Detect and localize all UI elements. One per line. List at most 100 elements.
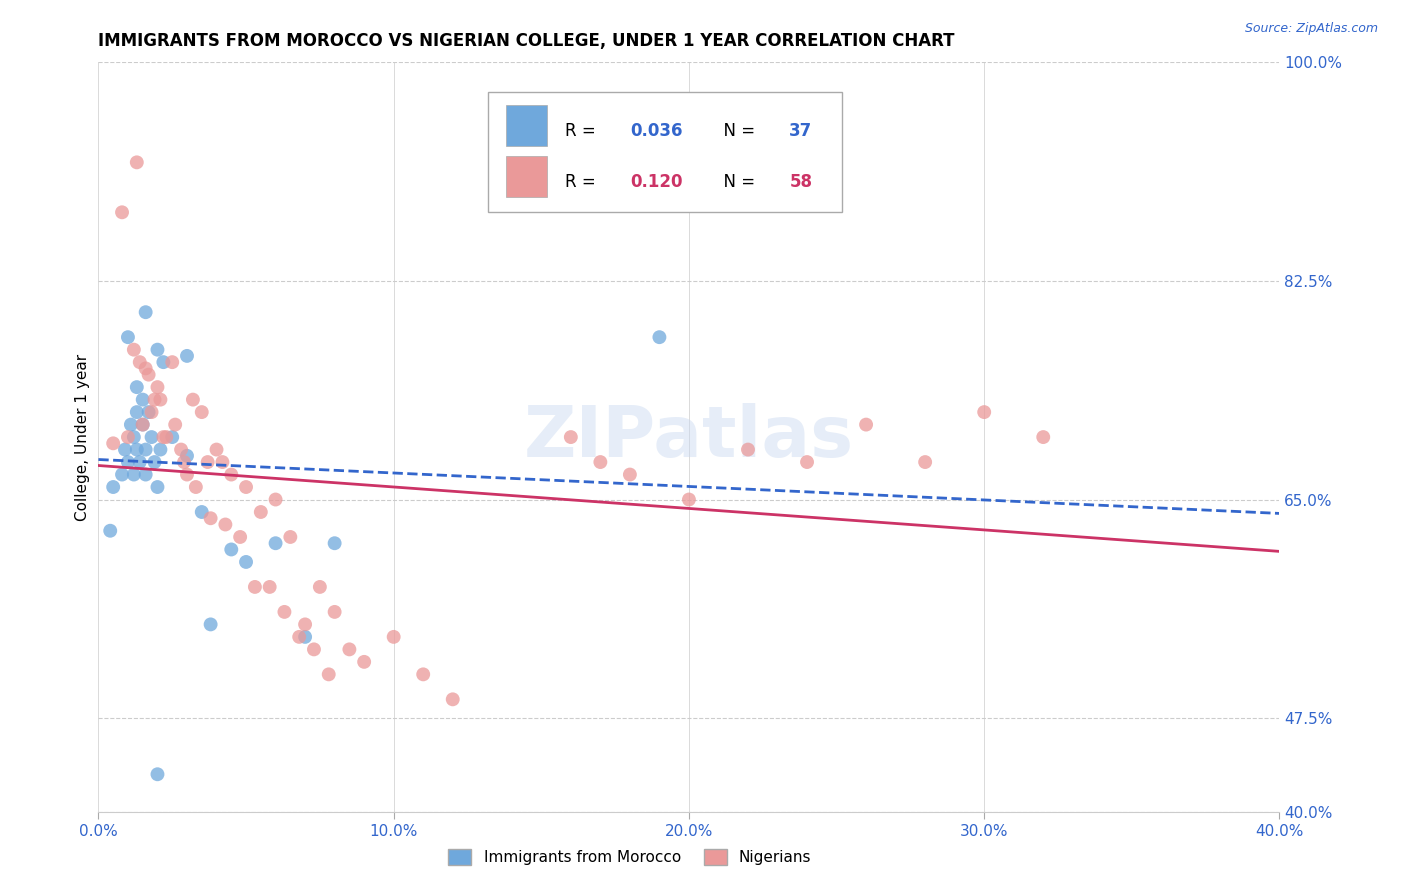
Point [211, 455, 233, 469]
Point [111, 205, 134, 219]
FancyBboxPatch shape [506, 156, 547, 197]
Point [353, 655, 375, 669]
Point [162, 430, 183, 444]
Text: ZIPatlas: ZIPatlas [524, 402, 853, 472]
Point [589, 455, 612, 469]
Point [155, 430, 177, 444]
Point [117, 330, 139, 344]
Point [135, 305, 157, 319]
Point [309, 580, 332, 594]
Point [125, 405, 148, 419]
Point [141, 405, 163, 419]
Point [162, 355, 183, 369]
Point [149, 392, 172, 407]
Point [132, 392, 155, 407]
Point [339, 642, 361, 657]
Point [122, 467, 145, 482]
Legend: Immigrants from Morocco, Nigerians: Immigrants from Morocco, Nigerians [443, 843, 817, 871]
Point [914, 455, 936, 469]
Point [146, 767, 169, 781]
Point [197, 455, 219, 469]
Text: N =: N = [713, 122, 759, 140]
Point [181, 392, 204, 407]
Text: R =: R = [565, 122, 600, 140]
Point [264, 492, 287, 507]
Point [205, 442, 228, 457]
Point [250, 505, 273, 519]
Point [114, 442, 136, 457]
Point [737, 442, 759, 457]
Point [143, 392, 166, 407]
Point [103, 436, 125, 450]
Point [128, 355, 150, 369]
Point [143, 455, 166, 469]
Point [120, 417, 142, 432]
Point [122, 430, 145, 444]
Point [221, 542, 243, 557]
FancyBboxPatch shape [506, 105, 547, 146]
Point [98, 524, 121, 538]
Point [235, 555, 257, 569]
Text: R =: R = [565, 173, 600, 191]
Point [141, 430, 163, 444]
Point [323, 605, 346, 619]
Point [796, 455, 818, 469]
Point [138, 368, 160, 382]
Point [200, 617, 222, 632]
Point [176, 349, 198, 363]
Text: N =: N = [713, 173, 759, 191]
Point [132, 417, 155, 432]
Point [135, 442, 157, 457]
Point [280, 530, 302, 544]
Point [382, 630, 405, 644]
Point [152, 430, 174, 444]
Point [619, 467, 641, 482]
Point [200, 511, 222, 525]
Point [149, 442, 172, 457]
Point [294, 617, 316, 632]
Point [191, 505, 214, 519]
Point [302, 642, 325, 657]
Text: IMMIGRANTS FROM MOROCCO VS NIGERIAN COLLEGE, UNDER 1 YEAR CORRELATION CHART: IMMIGRANTS FROM MOROCCO VS NIGERIAN COLL… [98, 32, 955, 50]
Point [111, 467, 134, 482]
Point [229, 530, 252, 544]
Point [264, 536, 287, 550]
Point [235, 480, 257, 494]
Point [678, 492, 700, 507]
Text: 0.120: 0.120 [630, 173, 682, 191]
Point [441, 692, 464, 706]
Point [318, 667, 340, 681]
Point [146, 480, 169, 494]
Point [135, 467, 157, 482]
Point [973, 405, 995, 419]
Point [146, 380, 169, 394]
Point [125, 155, 148, 169]
Text: 58: 58 [789, 173, 813, 191]
Point [855, 417, 877, 432]
Point [117, 455, 139, 469]
Point [221, 467, 243, 482]
Point [138, 405, 160, 419]
Point [122, 343, 145, 357]
Point [176, 449, 198, 463]
Point [128, 455, 150, 469]
Point [184, 480, 207, 494]
Point [560, 430, 582, 444]
Y-axis label: College, Under 1 year: College, Under 1 year [75, 353, 90, 521]
Point [132, 417, 155, 432]
Point [259, 580, 281, 594]
Point [412, 667, 434, 681]
Point [117, 430, 139, 444]
Point [135, 361, 157, 376]
Point [152, 355, 174, 369]
Point [103, 480, 125, 494]
Point [288, 630, 311, 644]
Point [323, 536, 346, 550]
Text: 0.036: 0.036 [630, 122, 682, 140]
Text: Source: ZipAtlas.com: Source: ZipAtlas.com [1244, 22, 1378, 36]
Point [176, 467, 198, 482]
Point [1032, 430, 1054, 444]
Point [273, 605, 295, 619]
Point [294, 630, 316, 644]
FancyBboxPatch shape [488, 93, 842, 212]
